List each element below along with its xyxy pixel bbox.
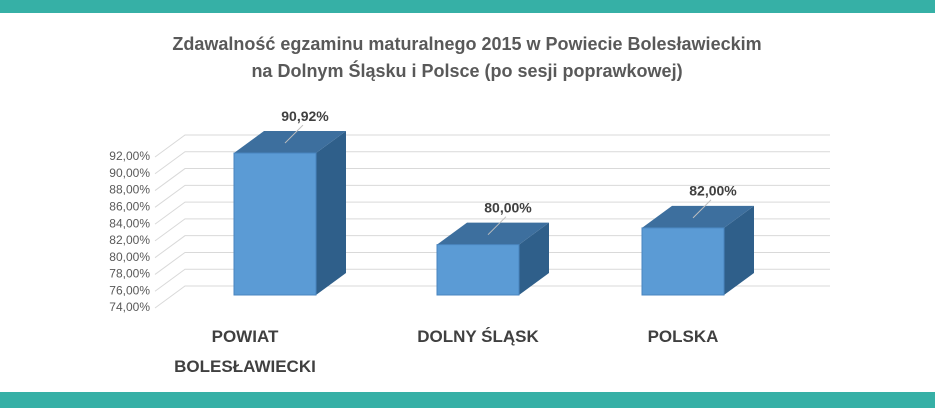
leader-line [487, 216, 507, 236]
value-label: 82,00% [689, 183, 737, 199]
leader-line [284, 124, 304, 144]
bar-side [724, 205, 754, 295]
x-tick-label: POWIAT BOLESŁAWIECKI [174, 327, 316, 376]
chart-title: Zdawalność egzaminu maturalnego 2015 w P… [172, 34, 761, 54]
y-tick-label: 92,00% [109, 149, 150, 163]
bar-front [233, 152, 317, 296]
bar [233, 131, 346, 296]
y-tick-label: 90,00% [109, 166, 150, 180]
top-band [0, 0, 935, 13]
y-tick-label: 74,00% [109, 300, 150, 314]
bar-top [234, 131, 346, 154]
bar-front [641, 227, 725, 296]
grid-line [154, 251, 830, 275]
bar [436, 222, 549, 296]
bar-top [642, 205, 754, 228]
bar [641, 205, 754, 296]
grid-line [154, 268, 830, 292]
y-tick-label: 84,00% [109, 216, 150, 230]
y-tick-label: 82,00% [109, 233, 150, 247]
y-tick-label: 76,00% [109, 283, 150, 297]
y-tick-label: 86,00% [109, 200, 150, 214]
value-label: 80,00% [484, 199, 532, 215]
bottom-band [0, 392, 935, 408]
grid-line [154, 285, 830, 309]
y-tick-label: 78,00% [109, 267, 150, 281]
grid-line [154, 134, 830, 158]
x-tick-label: DOLNY ŚLĄSK [417, 327, 539, 346]
chart-title: na Dolnym Śląsku i Polsce (po sesji popr… [251, 60, 682, 81]
grid-line [154, 184, 830, 208]
bar-side [519, 222, 549, 295]
x-tick-label: POLSKA [647, 327, 719, 346]
grid-line [154, 218, 830, 242]
bar-front [436, 244, 520, 296]
grid-line [154, 235, 830, 259]
grid-line [154, 201, 830, 225]
leader-line [692, 199, 712, 219]
y-tick-label: 80,00% [109, 250, 150, 264]
y-tick-label: 88,00% [109, 183, 150, 197]
grid-line [154, 168, 830, 191]
bar-side [316, 131, 346, 295]
value-label: 90,92% [281, 108, 329, 124]
grid-line [154, 151, 830, 175]
bar-top [437, 222, 549, 245]
